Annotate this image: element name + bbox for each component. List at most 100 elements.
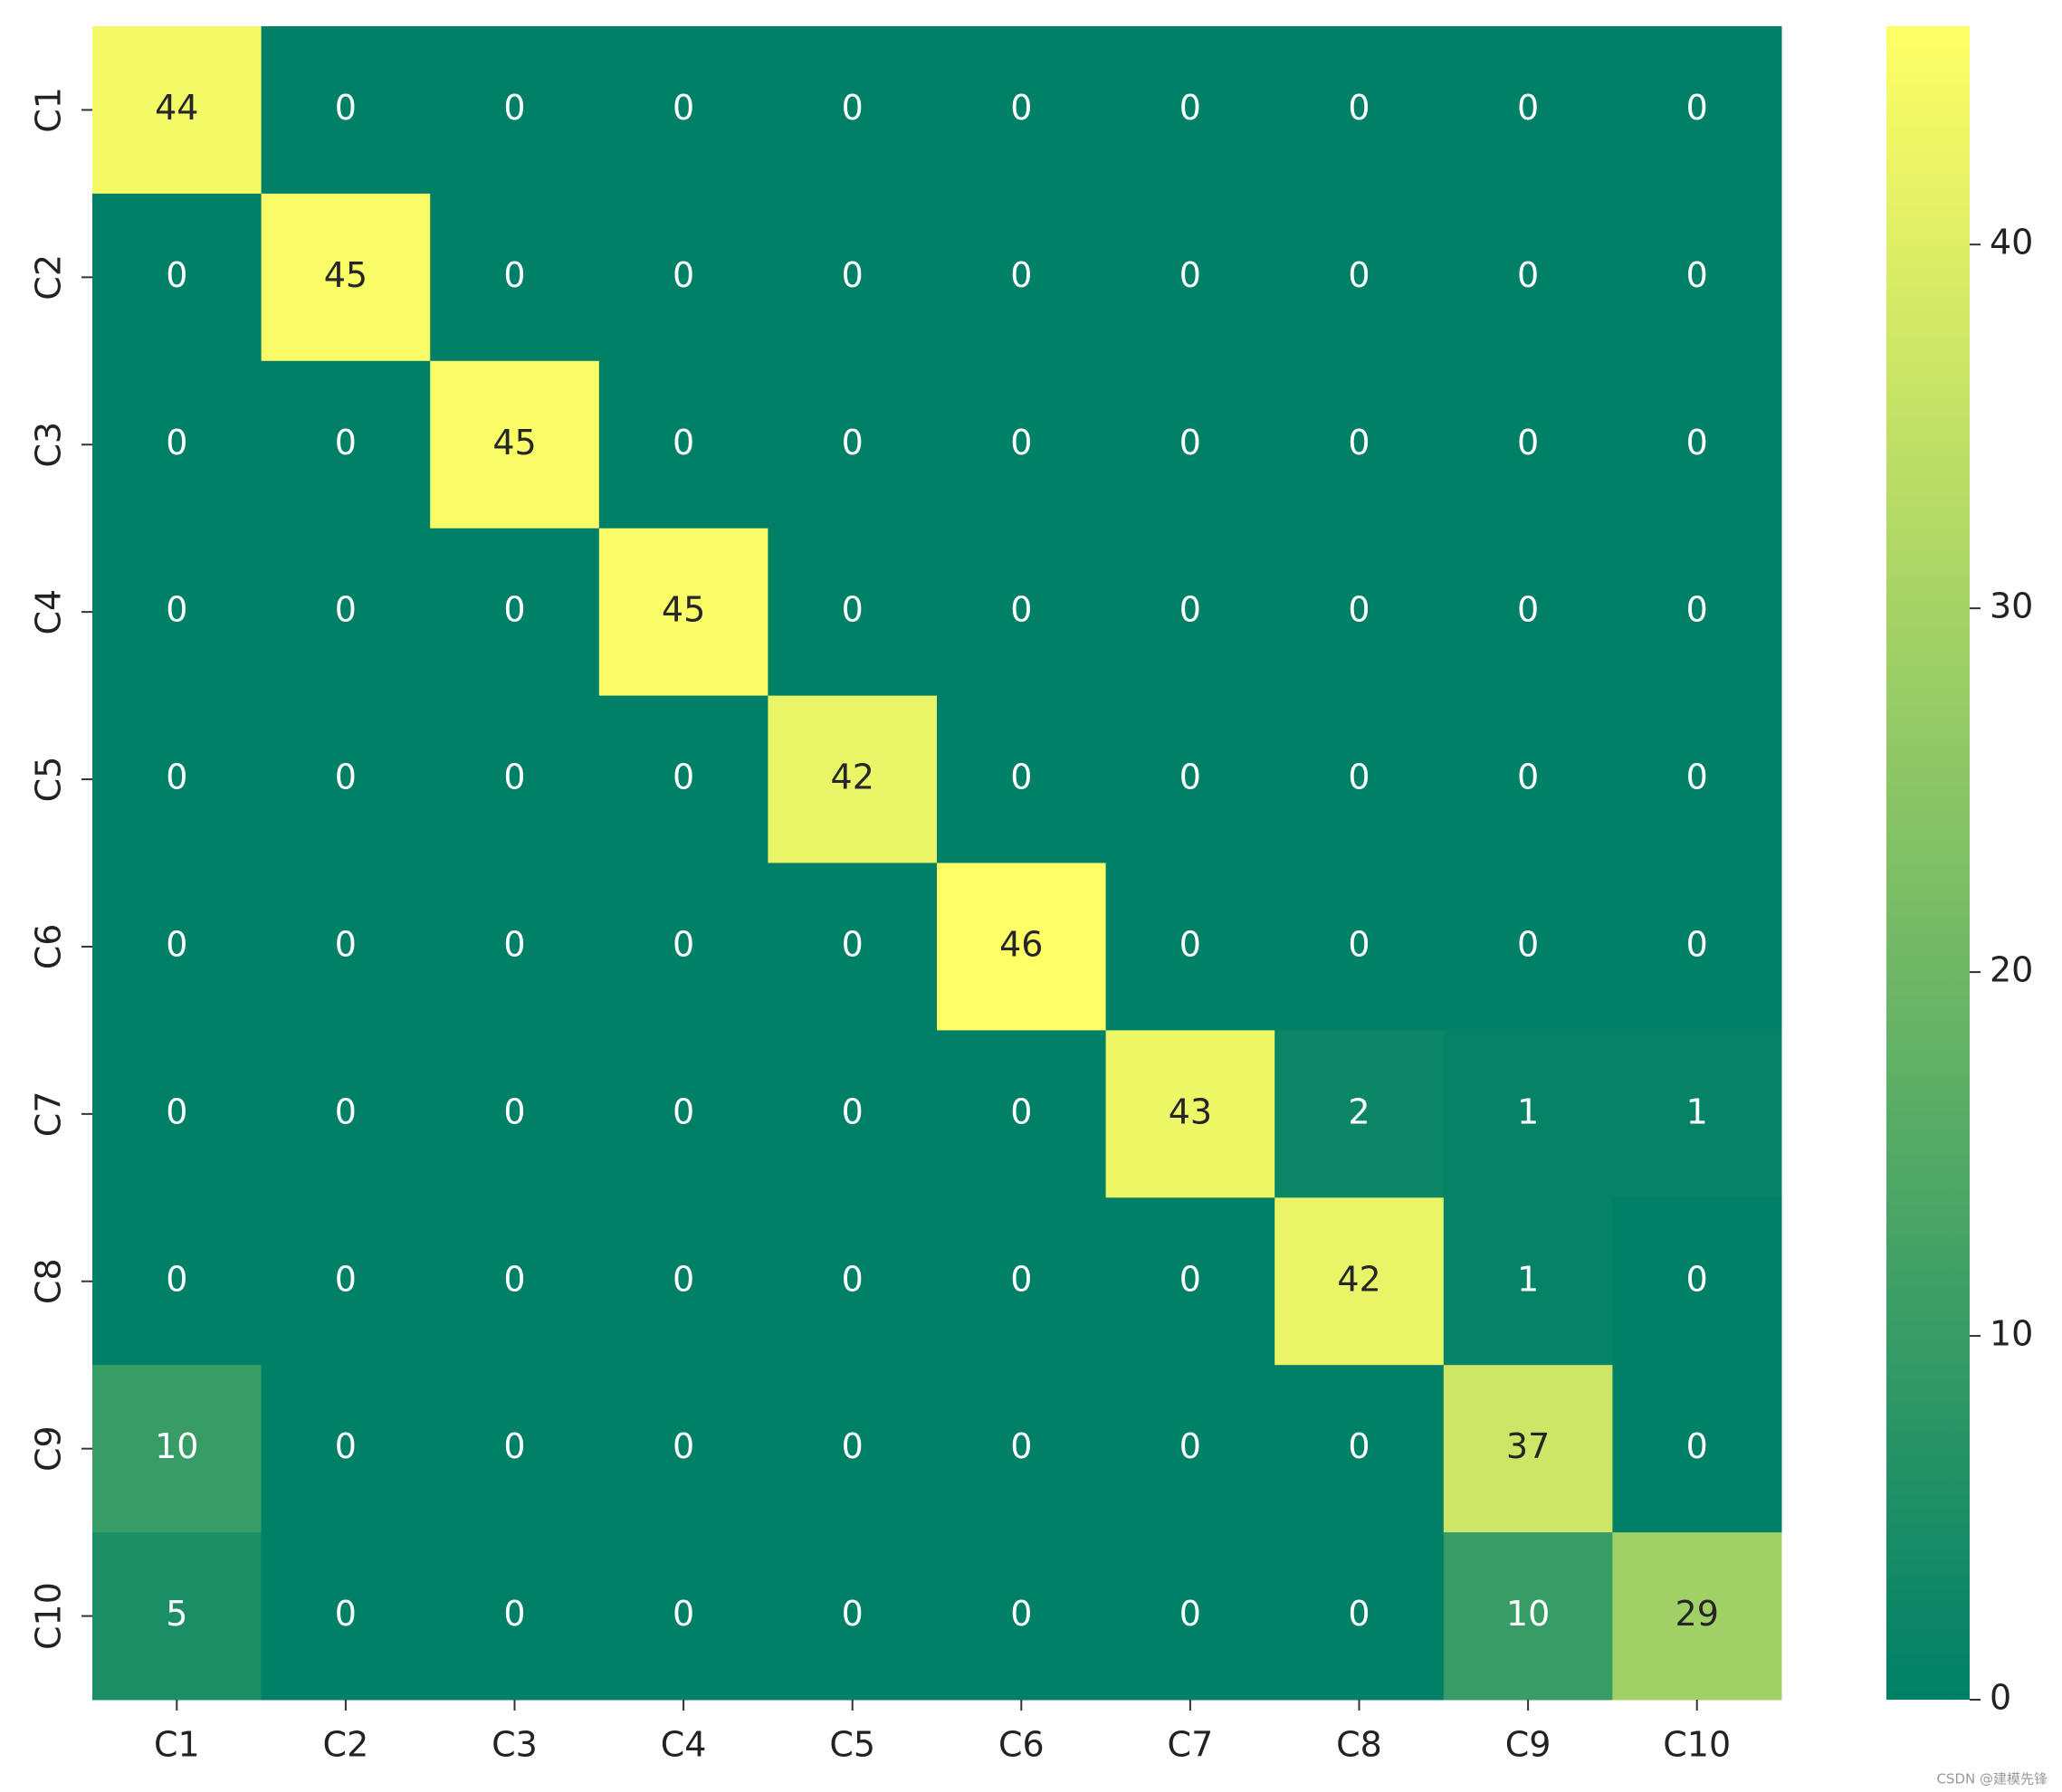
colorbar-tick-label: 40 [1990,223,2033,262]
cell-label: 0 [1686,423,1708,462]
cell-label: 0 [1010,590,1032,630]
cell-label: 0 [1517,924,1539,964]
cell-label: 0 [1517,423,1539,462]
cell [261,1532,431,1701]
cell [430,1532,600,1701]
cell-label: 0 [842,1594,864,1634]
cell-label: 0 [166,758,187,797]
cell [768,1030,938,1198]
cell [598,1365,768,1533]
y-tick-label: C8 [29,1258,69,1304]
cell-label: 0 [1010,1091,1032,1131]
cell-label: 0 [335,590,357,630]
cell-label: 0 [166,255,187,295]
cell-label: 0 [673,1091,694,1131]
cell-label: 0 [1517,758,1539,797]
cell-label: 37 [1506,1426,1550,1466]
x-tick-label: C8 [1336,1725,1382,1765]
cell-label: 0 [503,1426,525,1466]
cell-label: 43 [1169,1091,1212,1131]
cell [92,1365,263,1533]
cell-label: 29 [1675,1594,1719,1634]
x-tick-label: C4 [661,1725,707,1765]
cell-label: 42 [1337,1259,1380,1299]
cell [1105,528,1275,697]
x-tick-label: C5 [829,1725,875,1765]
cell [430,863,600,1031]
cell-label: 0 [1348,88,1370,128]
cell-label: 0 [503,590,525,630]
cell [937,360,1107,529]
cell-label: 0 [1686,255,1708,295]
watermark: CSDN @建模先锋 [1936,1771,2048,1787]
cell-label: 42 [831,758,874,797]
cell-label: 0 [1686,1259,1708,1299]
cell-label: 0 [335,1091,357,1131]
cell [430,193,600,362]
cell [768,1365,938,1533]
cell-label: 2 [1348,1091,1370,1131]
cell [430,1030,600,1198]
cell-label: 0 [335,1259,357,1299]
cell-label: 0 [1517,590,1539,630]
cell [1274,26,1445,195]
cell-label: 0 [1179,1594,1201,1634]
cell-label: 45 [324,255,368,295]
colorbar [1886,26,1970,1700]
y-tick-label: C6 [29,924,69,970]
cell-label: 0 [1010,1259,1032,1299]
cell [261,26,431,195]
cell [261,528,431,697]
cell [261,1365,431,1533]
cell [1443,528,1613,697]
cell [598,1197,768,1366]
cell-label: 0 [1348,1426,1370,1466]
y-tick-label: C5 [29,757,69,803]
cell-label: 0 [1010,423,1032,462]
cell [1443,1197,1613,1366]
cell [768,863,938,1031]
cell [768,193,938,362]
cell-label: 0 [1179,255,1201,295]
cell [1274,695,1445,863]
cell [1105,1365,1275,1533]
cell [1443,1365,1613,1533]
cell-label: 0 [673,1259,694,1299]
cell-label: 0 [1686,1426,1708,1466]
y-tick-label: C9 [29,1425,69,1472]
cell [768,360,938,529]
cell [430,360,600,529]
cell [92,863,263,1031]
cell-label: 0 [842,590,864,630]
cell-label: 0 [673,1594,694,1634]
y-tick-label: C10 [29,1582,69,1650]
cell [1612,695,1782,863]
cell [430,1197,600,1366]
cell [430,1365,600,1533]
cell [1105,1030,1275,1198]
cell-label: 0 [673,88,694,128]
cell-label: 0 [1010,255,1032,295]
cell [1443,1532,1613,1701]
cell [937,863,1107,1031]
cell [1274,1197,1445,1366]
cell-label: 0 [166,924,187,964]
cell-label: 5 [166,1594,187,1634]
cell [1105,26,1275,195]
cell-label: 0 [166,1091,187,1131]
cell-label: 0 [335,1426,357,1466]
cell [1443,695,1613,863]
colorbar-tick-label: 20 [1990,950,2033,990]
cell-label: 0 [503,255,525,295]
cell [1612,528,1782,697]
colorbar-tick-label: 10 [1990,1314,2033,1354]
cell [1274,528,1445,697]
cell-label: 0 [503,88,525,128]
cell [768,695,938,863]
cell [937,26,1107,195]
cell-label: 0 [842,255,864,295]
cell [1274,1030,1445,1198]
cell-label: 0 [673,1426,694,1466]
cell [1105,695,1275,863]
